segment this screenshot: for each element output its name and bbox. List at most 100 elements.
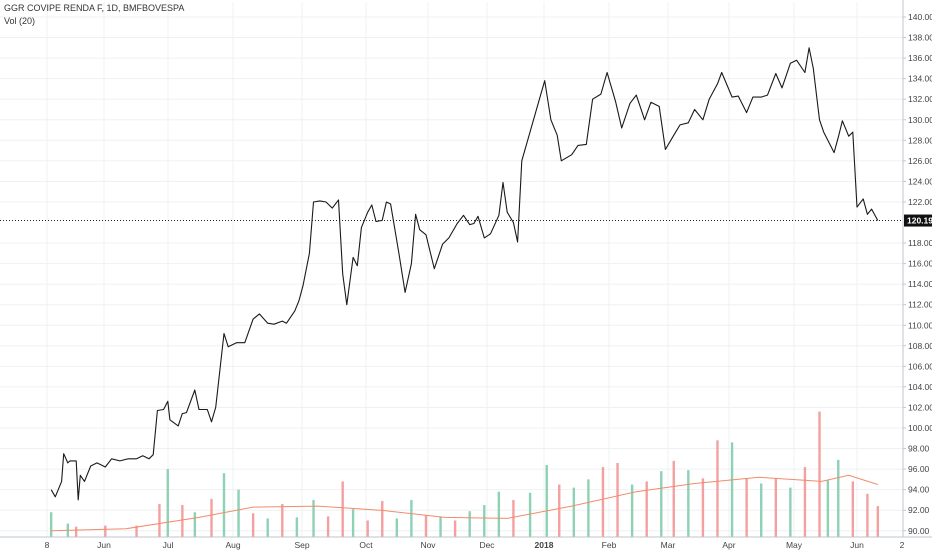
volume-bar: [672, 460, 675, 537]
y-tick-label: 130.00: [908, 115, 932, 125]
y-tick-label: 106.00: [908, 361, 932, 371]
volume-bar: [630, 484, 634, 537]
volume-bar: [312, 499, 315, 537]
volume-bar: [587, 479, 590, 537]
x-tick-label: 2018: [535, 540, 554, 550]
last-price-badge-bg: [904, 214, 932, 227]
x-tick-label: Sep: [294, 540, 309, 550]
y-tick-label: 128.00: [908, 135, 932, 145]
y-tick-label: 92.00: [908, 505, 930, 515]
chart-legend: GGR COVIPE RENDA F, 1D, BMFBOVESPA Vol (…: [4, 2, 184, 28]
volume-bar: [528, 492, 532, 537]
y-tick-label: 126.00: [908, 156, 932, 166]
volume-indicator-label: Vol (20): [4, 16, 36, 26]
x-tick-label: Oct: [359, 540, 373, 550]
volume-bar: [135, 525, 138, 537]
volume-bar: [687, 470, 690, 537]
volume-bar: [410, 499, 413, 537]
volume-bar: [497, 491, 501, 537]
volume-bar: [104, 525, 107, 537]
volume-bar: [774, 478, 777, 537]
volume-bar: [826, 480, 830, 537]
volume-bar: [381, 500, 384, 537]
volume-bar: [572, 487, 576, 537]
x-tick-label: Mar: [661, 540, 676, 550]
volume-bar: [837, 459, 840, 537]
volume-bar: [468, 511, 471, 537]
x-tick-label: Jul: [163, 540, 174, 550]
y-tick-label: 136.00: [908, 53, 932, 63]
volume-bar: [341, 481, 344, 537]
y-axis: 140.00 138.00 136.00 134.00 132.00 130.00 128.…: [903, 12, 932, 536]
x-tick-label: Apr: [722, 540, 735, 550]
price-line: [50, 47, 879, 501]
volume-ma-line: [51, 474, 878, 532]
volume-bar: [876, 506, 880, 537]
y-tick-label: 132.00: [908, 94, 932, 104]
volume-bar: [295, 517, 299, 537]
volume-bar: [818, 411, 821, 537]
volume-bar: [545, 464, 548, 537]
volume-bar: [512, 499, 515, 537]
last-price-label: 120.19: [907, 216, 932, 226]
x-tick-label: 8: [45, 540, 50, 550]
x-axis: 8 Jun Jul Aug Sep Oct Nov Dec 2018 Feb Mar Apr May Ju…: [45, 540, 905, 550]
y-tick-label: 90.00: [908, 526, 930, 536]
volume-bar: [730, 442, 734, 537]
volume-bar: [74, 526, 78, 537]
volume-bar: [866, 493, 869, 537]
y-tick-label: 140.00: [908, 12, 932, 22]
volume-bar: [424, 515, 428, 537]
volume-bar: [716, 440, 719, 537]
volume-bar: [366, 520, 369, 537]
volume-bar: [439, 516, 442, 537]
volume-bar: [222, 473, 226, 537]
volume-bar: [210, 498, 213, 537]
volume-bar: [558, 484, 561, 537]
volume-bar: [49, 512, 53, 537]
volume-bar: [237, 489, 240, 537]
y-tick-label: 134.00: [908, 74, 932, 84]
y-tick-label: 96.00: [908, 464, 930, 474]
y-tick-label: 98.00: [908, 444, 930, 454]
volume-bar: [181, 505, 184, 537]
x-tick-label: May: [786, 540, 803, 550]
y-tick-label: 116.00: [908, 259, 932, 269]
volume-bar: [601, 467, 605, 537]
y-tick-label: 122.00: [908, 197, 932, 207]
volume-bar: [789, 487, 792, 537]
volume-bar: [745, 478, 748, 537]
last-price-badge: 120.19: [904, 214, 932, 227]
y-tick-label: 104.00: [908, 382, 932, 392]
chart-title: GGR COVIPE RENDA F, 1D, BMFBOVESPA: [4, 3, 185, 13]
x-tick-label: Nov: [420, 540, 436, 550]
volume-bar: [803, 467, 807, 537]
volume-bar: [266, 518, 269, 537]
volume-bar: [395, 518, 399, 537]
volume-bar: [326, 516, 330, 537]
y-tick-label: 112.00: [908, 300, 932, 310]
x-tick-label: 2: [900, 540, 905, 550]
volume-bar: [701, 478, 705, 537]
volume-bar: [645, 481, 648, 537]
grid: [0, 2, 903, 537]
volume-bar: [760, 483, 763, 537]
x-tick-label: Dec: [479, 540, 495, 550]
x-tick-label: Jun: [850, 540, 864, 550]
x-tick-label: Jun: [97, 540, 111, 550]
y-tick-label: 114.00: [908, 279, 932, 289]
y-tick-label: 118.00: [908, 238, 932, 248]
volume-bar: [351, 509, 355, 537]
volume-bar: [251, 513, 255, 537]
y-tick-label: 138.00: [908, 33, 932, 43]
y-tick-label: 94.00: [908, 485, 930, 495]
volume-bar: [660, 471, 663, 537]
volume-bar: [158, 504, 161, 537]
x-tick-label: Feb: [602, 540, 617, 550]
y-tick-label: 100.00: [908, 423, 932, 433]
volume-bar: [453, 520, 457, 537]
volume-bar: [483, 505, 486, 537]
volume-bar: [193, 512, 197, 537]
volume-bars: [49, 411, 880, 537]
